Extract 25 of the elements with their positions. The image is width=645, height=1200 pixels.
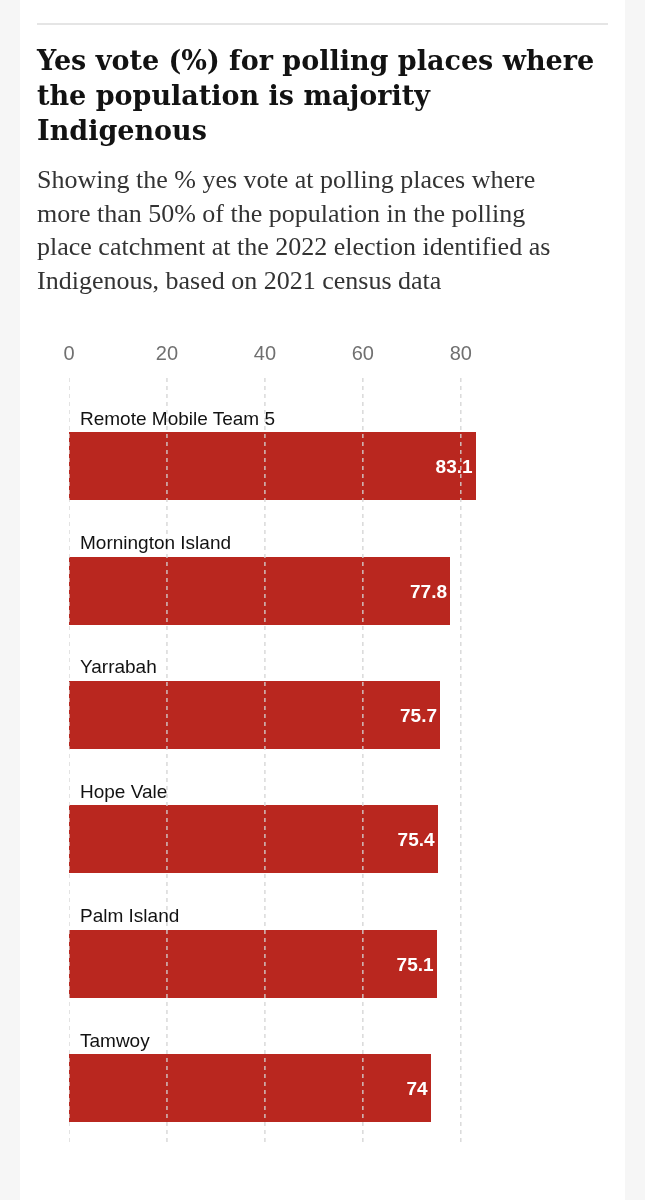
bar <box>69 432 476 500</box>
x-tick-label: 80 <box>449 342 472 364</box>
y-tick-label: Remote Mobile Team 5 <box>80 408 276 429</box>
data-label: 75.7 <box>400 704 437 726</box>
bar <box>69 1054 431 1122</box>
data-label: 75.1 <box>396 953 434 975</box>
bar <box>69 681 440 749</box>
x-tick-label: 40 <box>253 342 277 364</box>
y-tick-label: Tamwoy <box>80 1030 151 1051</box>
y-tick-label: Yarrabah <box>80 656 157 677</box>
chart-title: Yes vote (%) for polling places where the population is majority Indigenous <box>36 45 595 147</box>
data-label: 77.8 <box>410 580 447 602</box>
bar <box>69 930 437 998</box>
data-label: 83.1 <box>435 455 473 477</box>
y-tick-label: Palm Island <box>80 905 180 926</box>
bar <box>69 557 450 625</box>
x-tick-label: 0 <box>63 342 75 364</box>
data-label: 75.4 <box>397 828 435 850</box>
data-label: 74 <box>406 1077 428 1099</box>
chart-subtitle: Showing the % yes vote at polling places where more than 50% of the population in the polling place catchment at the 2022 election identified as Indigenous, based on 2021 census data <box>37 164 551 296</box>
y-tick-label: Mornington Island <box>80 532 232 553</box>
y-tick-label: Hope Vale <box>80 781 168 802</box>
x-tick-label: 60 <box>351 342 374 364</box>
x-tick-label: 20 <box>155 342 179 364</box>
bar <box>69 805 438 873</box>
